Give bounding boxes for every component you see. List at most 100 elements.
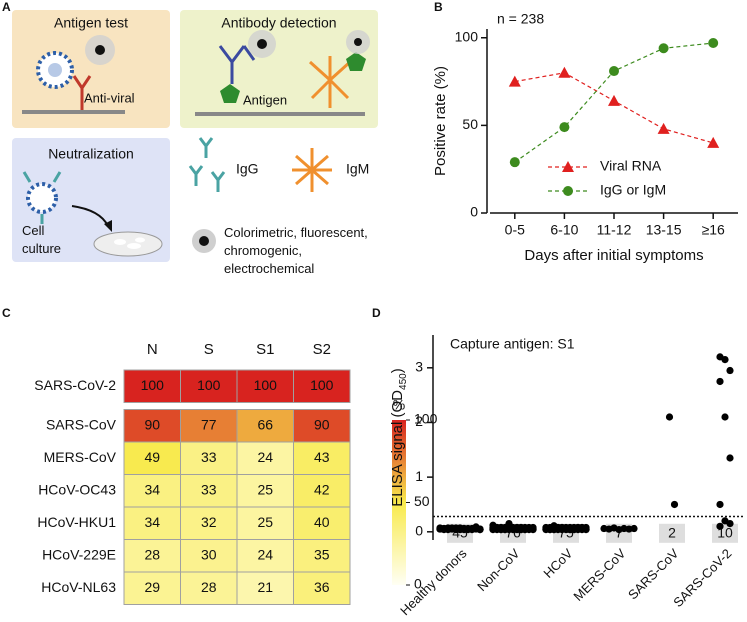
colorbar-tick-label: 50	[414, 493, 430, 509]
point	[716, 377, 724, 386]
x-tick-label: MERS-CoV	[570, 546, 628, 604]
x-tick-label: Healthy donors	[397, 545, 470, 618]
box-label: Antigen	[243, 92, 287, 107]
cell-label: 77	[201, 416, 217, 432]
cell	[123, 571, 181, 605]
y-tick-label: 1	[415, 468, 423, 484]
cell	[123, 369, 181, 403]
antigen-icon	[220, 84, 240, 103]
cell-label: 36	[314, 579, 330, 595]
cell-label: 28	[144, 546, 160, 562]
column-label: S	[204, 341, 214, 358]
x-tick-label: Non-CoV	[474, 546, 523, 595]
cell	[123, 441, 181, 475]
box-label: Cell culture	[22, 223, 62, 256]
row-label: SARS-CoV	[46, 416, 117, 432]
antibody-icon	[72, 75, 92, 110]
y-tick-label: 100	[455, 28, 479, 44]
cell-label: 33	[201, 449, 217, 465]
row-label: HCoV-NL63	[41, 579, 116, 595]
y-axis-label-part: ELISA signal (OD	[389, 390, 406, 507]
cell	[180, 539, 238, 573]
cell-label: 30	[201, 546, 217, 562]
cell	[123, 506, 181, 540]
colorbar-label: %	[393, 397, 405, 413]
y-axis-label-part: 450	[398, 373, 409, 390]
panel-label: B	[434, 0, 443, 14]
marker	[708, 38, 719, 49]
point	[582, 525, 590, 533]
column-label: N	[147, 341, 158, 358]
cell-label: 42	[314, 481, 330, 497]
antibody-icon	[218, 45, 246, 84]
cell	[293, 539, 351, 573]
x-tick-label: SARS-CoV	[625, 546, 682, 603]
cell	[135, 237, 145, 243]
cell	[114, 239, 126, 245]
colorbar-tick-label: 0	[414, 576, 422, 592]
marker	[562, 161, 574, 172]
row-label: MERS-CoV	[44, 449, 117, 465]
antigen-icon	[346, 52, 366, 71]
count-box	[659, 523, 685, 543]
cell	[293, 369, 351, 403]
box-title: Neutralization	[48, 146, 134, 162]
igm-icon	[292, 148, 332, 192]
cell-label: 34	[144, 481, 160, 497]
box-title: Antibody detection	[221, 15, 336, 31]
panel-label: C	[2, 306, 11, 320]
column-label: S1	[256, 341, 274, 358]
marker	[509, 157, 520, 168]
cell	[236, 409, 294, 443]
cell-label: 66	[257, 416, 273, 432]
point	[436, 524, 444, 532]
point	[670, 500, 679, 509]
signal-dot	[354, 38, 362, 46]
cell-label: 40	[314, 514, 330, 530]
point	[726, 454, 734, 462]
marker	[608, 94, 620, 106]
antigen-test-box	[12, 10, 170, 128]
annotation: n = 238	[497, 11, 544, 27]
cell-label: 100	[197, 377, 221, 393]
x-axis-label: Days after initial symptoms	[524, 247, 703, 264]
virus-icon	[26, 182, 58, 214]
cell-label: 25	[257, 514, 273, 530]
marker	[658, 43, 669, 54]
cell	[180, 441, 238, 475]
marker	[563, 186, 573, 196]
cell	[180, 369, 238, 403]
point	[726, 520, 734, 528]
point	[721, 413, 729, 421]
signal-dot	[199, 236, 209, 246]
cell-label: 34	[144, 514, 160, 530]
cell	[293, 474, 351, 508]
x-tick-label: 0-5	[505, 222, 525, 238]
legend-label: Viral RNA	[600, 158, 662, 174]
cell-label: 24	[257, 449, 273, 465]
cell	[180, 506, 238, 540]
marker	[609, 66, 619, 77]
point	[574, 523, 582, 532]
point	[476, 525, 484, 533]
x-tick-label: 6-10	[550, 222, 578, 238]
legend-label: Colorimetric, fluorescent, chromogenic, …	[224, 225, 368, 276]
marker	[508, 75, 521, 87]
cell	[293, 571, 351, 605]
cell-label: 32	[201, 514, 217, 530]
cell-label: 100	[254, 377, 278, 393]
panel-label: A	[2, 0, 11, 14]
cell-label: 28	[201, 579, 217, 595]
cell-label: 25	[257, 481, 273, 497]
cell	[236, 506, 294, 540]
legend-label: IgG	[236, 161, 259, 177]
antibody-icon	[242, 45, 256, 61]
point	[525, 525, 533, 533]
y-tick-label: 50	[462, 116, 478, 132]
y-axis-label-part: )	[389, 368, 406, 373]
signal-dot	[257, 39, 267, 49]
column-label: S2	[313, 341, 331, 358]
marker	[558, 66, 571, 78]
